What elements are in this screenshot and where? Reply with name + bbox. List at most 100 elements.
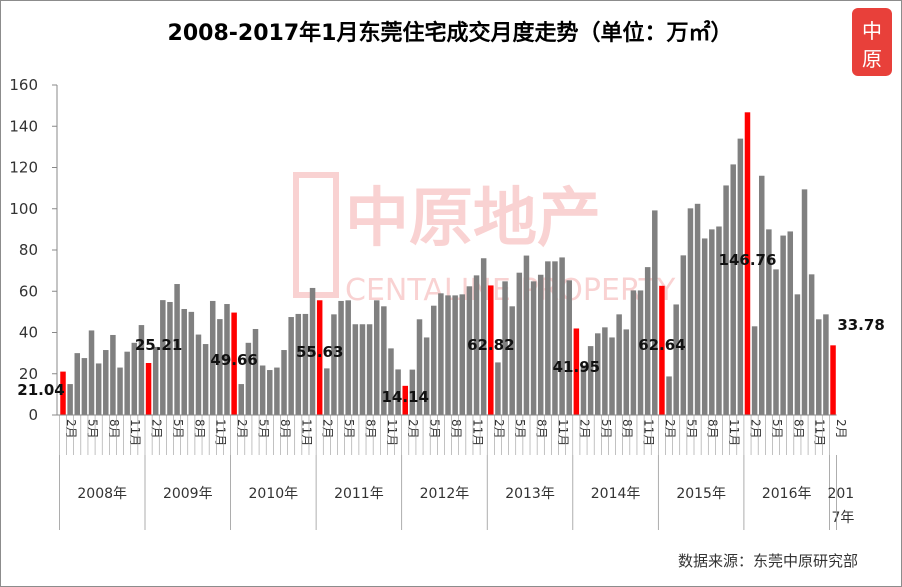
bar [281, 350, 287, 415]
bar [138, 325, 145, 415]
month-tick-label: 2月 [64, 419, 78, 439]
bar [495, 362, 501, 415]
bar [545, 261, 551, 415]
bar [224, 304, 230, 415]
y-tick-label: 0 [28, 406, 38, 424]
y-tick-label: 40 [19, 324, 38, 342]
bar [373, 300, 380, 415]
bar [459, 294, 466, 415]
watermark-cn: 中原地产 [345, 182, 601, 256]
data-label: 21.04 [17, 381, 64, 399]
month-tick-label: 2月 [577, 419, 591, 439]
data-label: 41.95 [553, 358, 600, 376]
bar [324, 368, 330, 415]
bar [409, 369, 416, 415]
bar [694, 203, 701, 415]
logo: 中 原 [852, 8, 892, 76]
month-tick-label: 5月 [684, 419, 698, 439]
bar [67, 384, 73, 415]
source-note: 数据来源：东莞中原研究部 [678, 552, 858, 570]
bar-january [573, 328, 580, 415]
bar [95, 363, 102, 415]
bar [758, 175, 765, 415]
y-tick-label: 160 [9, 76, 38, 94]
bar [623, 329, 630, 415]
year-label: 2009年 [163, 486, 213, 502]
watermark: 中原地产 CENTALINE PROPERTY [293, 172, 676, 308]
month-tick-label: 5月 [342, 419, 356, 439]
bar [701, 238, 708, 415]
data-label: 33.78 [837, 316, 884, 334]
bar [823, 314, 829, 415]
bar [274, 367, 280, 415]
bar [780, 235, 786, 415]
bar [801, 189, 808, 415]
month-tick-label: 5月 [171, 419, 185, 439]
bar [502, 281, 508, 415]
bar [81, 358, 88, 415]
bar [808, 274, 815, 415]
bar-january [659, 285, 665, 415]
watermark-logo-icon [293, 172, 339, 298]
bar-january [744, 112, 751, 416]
year-label: 2011年 [334, 486, 384, 502]
x-axis: 2月 5月 8月 11月 2月 5月 8月 11月 2月 5月 8月 11月 2月 5月 8月 11月 2月 5月… [57, 414, 854, 530]
month-tick-label: 2月 [150, 419, 164, 439]
month-tick-label: 11月 [299, 419, 313, 446]
bar [259, 365, 266, 415]
month-tick-label: 8月 [107, 419, 121, 439]
bar [751, 326, 758, 415]
bar [152, 346, 159, 415]
month-tick-label: 2月 [663, 419, 677, 439]
bar [131, 342, 138, 415]
year-label: 2016年 [762, 486, 812, 502]
bars [60, 112, 836, 416]
month-tick-label: 8月 [706, 419, 720, 439]
bar-january [60, 371, 66, 415]
bar [103, 350, 109, 415]
y-tick-label: 100 [9, 200, 38, 218]
bar [766, 229, 772, 415]
bar [167, 301, 173, 415]
month-tick-label: 11月 [128, 419, 142, 446]
bar [381, 306, 387, 415]
bar [295, 313, 302, 415]
bar [466, 286, 473, 415]
year-label-wrap: 7年 [831, 510, 854, 526]
bar [74, 353, 81, 415]
bar [537, 274, 544, 415]
bar-january [402, 385, 408, 415]
year-label: 2013年 [505, 486, 555, 502]
year-label: 2010年 [249, 486, 299, 502]
y-tick-label: 80 [19, 241, 38, 259]
year-label: 2012年 [420, 486, 470, 502]
bar [595, 333, 601, 415]
bar [110, 334, 116, 415]
y-tick-label: 120 [9, 159, 38, 177]
year-label: 2015年 [676, 486, 726, 502]
month-tick-label: 8月 [192, 419, 206, 439]
bar [644, 267, 651, 415]
bar [794, 294, 801, 415]
y-tick-label: 20 [19, 365, 38, 383]
bar [523, 255, 530, 415]
bar [288, 317, 294, 415]
bar [174, 284, 180, 415]
bar [716, 226, 722, 415]
bar [438, 293, 444, 415]
bar [124, 351, 130, 415]
bar [209, 300, 216, 415]
bar [616, 314, 622, 415]
bar [202, 344, 209, 415]
watermark-en: CENTALINE PROPERTY [345, 273, 676, 308]
month-tick-label: 11月 [385, 419, 399, 446]
bar [737, 138, 744, 415]
bar [252, 328, 259, 415]
chart-title: 2008-2017年1月东莞住宅成交月度走势（单位：万㎡） [168, 20, 733, 46]
month-tick-label: 2月 [406, 419, 420, 439]
bar [423, 337, 430, 415]
y-tick-label: 140 [9, 117, 38, 135]
bar [217, 319, 223, 415]
bar [267, 370, 273, 415]
bar [630, 290, 637, 415]
